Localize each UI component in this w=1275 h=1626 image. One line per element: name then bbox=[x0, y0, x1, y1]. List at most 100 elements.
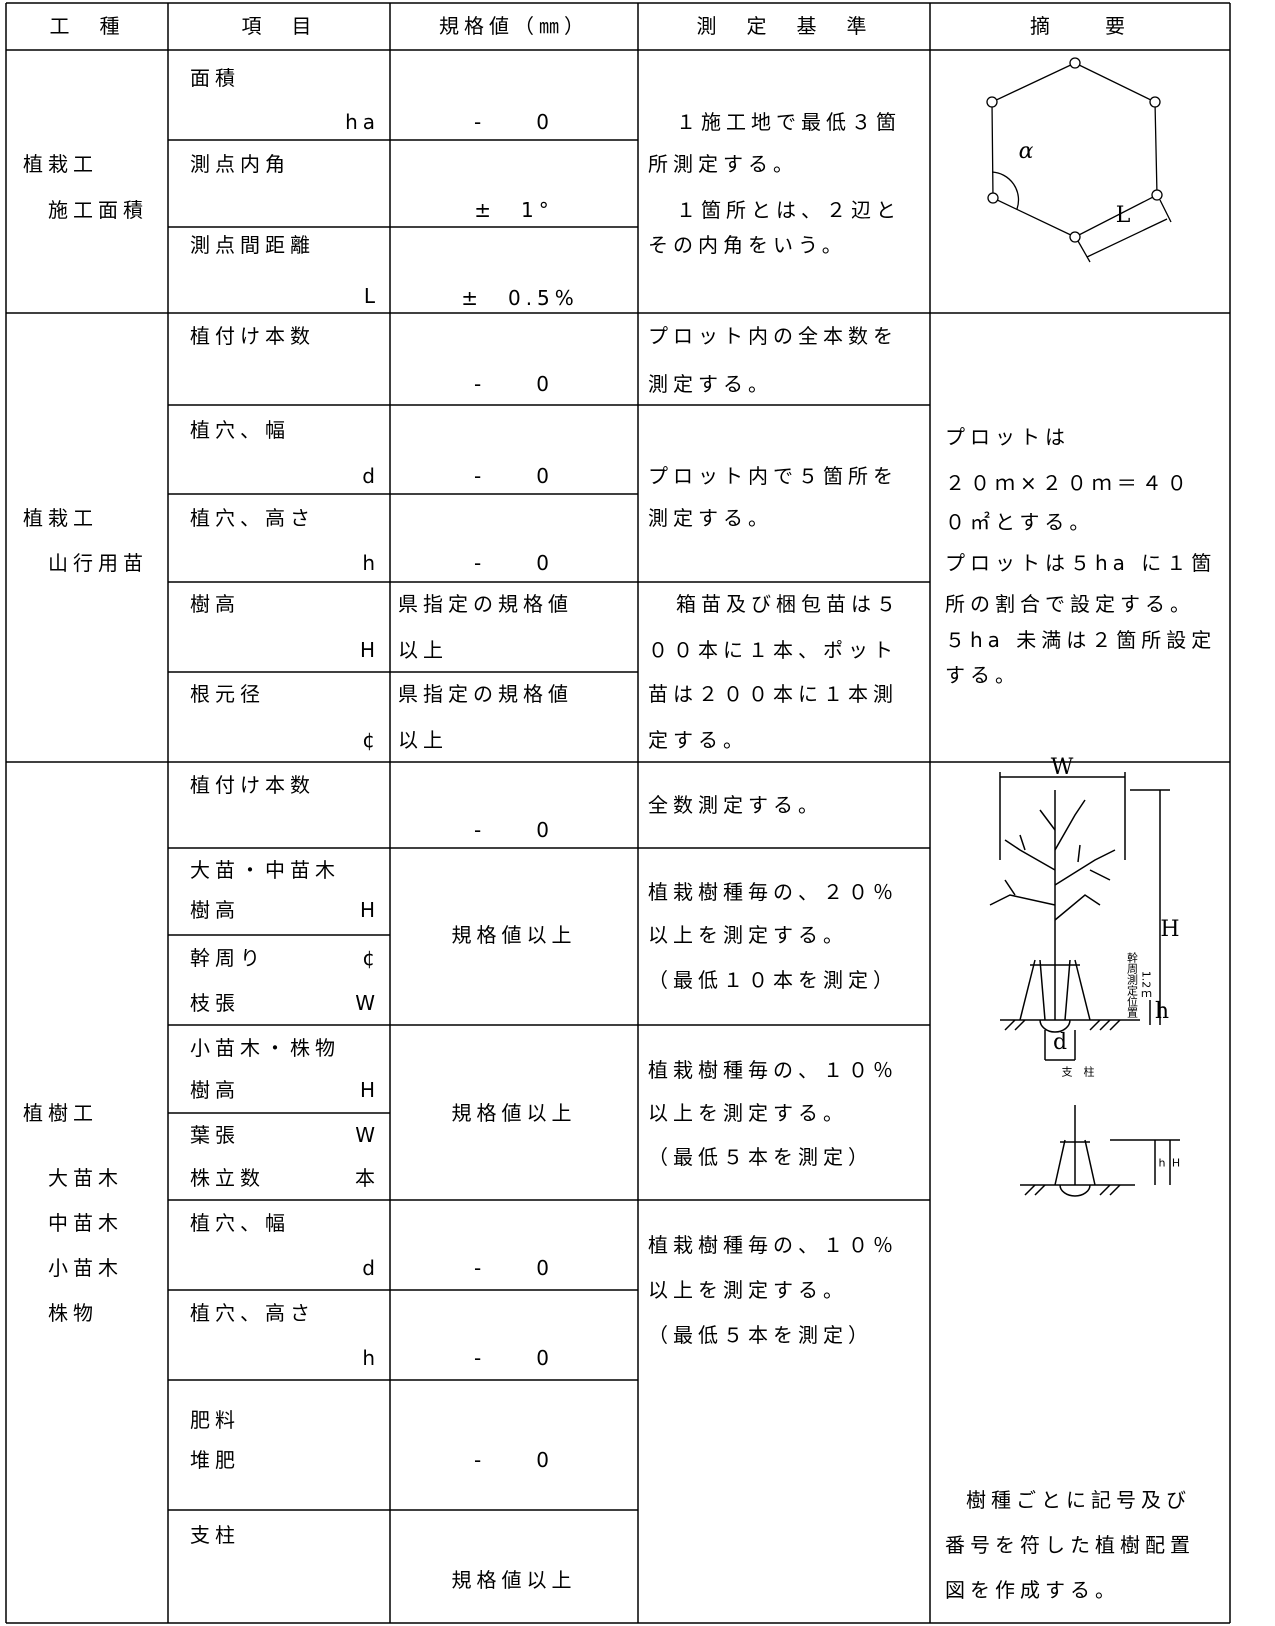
cell-text: H bbox=[359, 1078, 380, 1102]
cell-text: 植穴、高さ bbox=[190, 1301, 315, 1325]
cell-text: 番号を符した植樹配置 bbox=[945, 1533, 1195, 1557]
cell-text: 小苗木 bbox=[48, 1256, 123, 1280]
cell-text: 植樹工 bbox=[23, 1101, 98, 1125]
header-cell: 測 定 基 準 bbox=[696, 14, 872, 38]
cell-text: - 0 bbox=[474, 110, 554, 134]
header-cell: 項 目 bbox=[241, 14, 317, 38]
cell-text: ± 0.5% bbox=[461, 286, 579, 310]
cell-text: 以上 bbox=[398, 638, 448, 662]
cell-text: 葉張 bbox=[190, 1123, 240, 1147]
cell-text: （最低５本を測定） bbox=[648, 1323, 873, 1347]
cell-text: 幹周り bbox=[190, 946, 265, 970]
cell-text: 所の割合で設定する。 bbox=[945, 592, 1195, 616]
cell-text: プロットは５ha に１箇 bbox=[945, 551, 1217, 575]
cell-text: 植栽樹種毎の、２０％ bbox=[648, 880, 898, 904]
cell-text: d bbox=[362, 464, 380, 488]
figure-label: d bbox=[1052, 1030, 1068, 1055]
figure-label: H bbox=[1160, 917, 1180, 942]
cell-text: ± 1° bbox=[474, 198, 554, 222]
cell-text: プロットは bbox=[945, 425, 1070, 449]
cell-text: 全数測定する。 bbox=[648, 793, 823, 817]
cell-text: h bbox=[362, 1346, 380, 1370]
cell-text: 定する。 bbox=[648, 728, 748, 752]
cell-text: 山行用苗 bbox=[48, 551, 148, 575]
figure-label: α bbox=[1018, 139, 1034, 164]
cell-text: 株立数 bbox=[190, 1166, 265, 1190]
cell-text: 苗は２００本に１本測 bbox=[648, 682, 898, 706]
cell-text: H bbox=[359, 898, 380, 922]
cell-text: 小苗木・株物 bbox=[190, 1036, 340, 1060]
cell-text: 以上を測定する。 bbox=[648, 923, 848, 947]
cell-text: - 0 bbox=[474, 1256, 554, 1280]
cell-text: ２０ｍ×２０ｍ＝４０ bbox=[945, 471, 1192, 495]
cell-text: 箱苗及び梱包苗は５ bbox=[676, 592, 901, 616]
cell-text: 規格値以上 bbox=[451, 1568, 577, 1592]
figure-label: L bbox=[1115, 203, 1131, 228]
figure-label: 支 柱 bbox=[1061, 1065, 1095, 1079]
cell-text: 規格値以上 bbox=[451, 1101, 577, 1125]
cell-text: 植穴、幅 bbox=[190, 1211, 290, 1235]
cell-text: - 0 bbox=[474, 551, 554, 575]
figure-label: 幹周測定位置 bbox=[1125, 952, 1139, 1018]
cell-text: - 0 bbox=[474, 818, 554, 842]
grid-lines bbox=[5, 2, 1231, 1624]
spec-text: 県指定の規格値 bbox=[398, 682, 573, 706]
cell-text: 大苗木 bbox=[48, 1166, 123, 1190]
cell-text: d bbox=[362, 1256, 380, 1280]
cell-text: （最低５本を測定） bbox=[648, 1145, 873, 1169]
cell-text: 植栽樹種毎の、１０％ bbox=[648, 1233, 898, 1257]
cell-text: 本 bbox=[355, 1166, 380, 1190]
cell-text: W bbox=[355, 1123, 380, 1147]
cell-text: 図を作成する。 bbox=[945, 1578, 1120, 1602]
figure-label: h bbox=[1154, 999, 1170, 1024]
cell-text: 測点内角 bbox=[190, 152, 290, 176]
cell-text: 支柱 bbox=[190, 1523, 240, 1547]
figure-label: H bbox=[1171, 1156, 1181, 1170]
header-cell: 工 種 bbox=[49, 14, 125, 38]
cell-text: - 0 bbox=[474, 1448, 554, 1472]
cell-text: 堆肥 bbox=[190, 1448, 240, 1472]
figure-label: 1.2ｍ bbox=[1139, 970, 1153, 1000]
cell-text: H bbox=[359, 638, 380, 662]
cell-text: 測定する。 bbox=[648, 372, 773, 396]
cell-text: その内角をいう。 bbox=[648, 233, 847, 257]
cell-text: する。 bbox=[945, 663, 1020, 687]
header-cell: 規格値（㎜） bbox=[439, 14, 589, 38]
cell-text: （最低１０本を測定） bbox=[648, 968, 898, 992]
cell-text: L bbox=[363, 284, 380, 308]
tree-figure bbox=[989, 772, 1180, 1197]
figure-label: h bbox=[1158, 1156, 1166, 1170]
cell-text: ５ha 未満は２箇所設定 bbox=[945, 628, 1217, 652]
cell-text: 植穴、幅 bbox=[190, 418, 290, 442]
cell-text: 植栽工 bbox=[23, 152, 98, 176]
cell-text: h bbox=[362, 551, 380, 575]
cell-text: - 0 bbox=[474, 464, 554, 488]
cell-text: - 0 bbox=[474, 372, 554, 396]
cell-text: 以上を測定する。 bbox=[648, 1278, 848, 1302]
spec-text: 県指定の規格値 bbox=[398, 592, 573, 616]
cell-text: ha bbox=[345, 110, 380, 134]
cell-text: １箇所とは、２辺と bbox=[676, 198, 901, 222]
cell-text: ¢ bbox=[362, 728, 380, 752]
cell-text: 樹種ごとに記号及び bbox=[966, 1488, 1191, 1512]
cell-text: 株物 bbox=[48, 1301, 98, 1325]
cell-text: プロット内で５箇所を bbox=[648, 464, 898, 488]
header-cell: 摘 要 bbox=[1030, 14, 1130, 38]
cell-text: ００本に１本、ポット bbox=[648, 638, 898, 662]
cell-text: W bbox=[355, 991, 380, 1015]
cell-text: ０㎡とする。 bbox=[945, 510, 1095, 534]
cell-text: 測定する。 bbox=[648, 506, 773, 530]
cell-text: 植付け本数 bbox=[190, 324, 315, 348]
cell-text: 以上 bbox=[398, 728, 448, 752]
cell-text: １施工地で最低３箇 bbox=[676, 110, 901, 134]
cell-text: 根元径 bbox=[190, 682, 265, 706]
cell-text: 面積 bbox=[190, 66, 240, 90]
cell-text: 植栽工 bbox=[23, 506, 98, 530]
cell-text: 枝張 bbox=[190, 991, 240, 1015]
cell-text: プロット内の全本数を bbox=[648, 324, 898, 348]
cell-text: 中苗木 bbox=[48, 1211, 123, 1235]
cell-text: 施工面積 bbox=[48, 198, 148, 222]
hexagon-figure bbox=[986, 57, 1172, 263]
